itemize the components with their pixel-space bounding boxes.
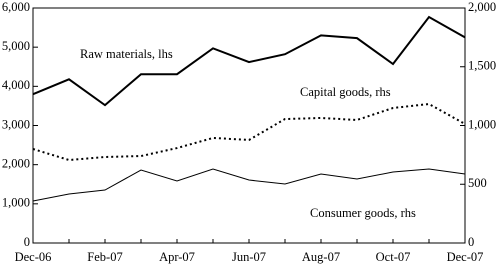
x-tick-label: Feb-07 — [87, 250, 122, 264]
y-tick-label: 6,000 — [2, 0, 30, 14]
x-tick-label: Dec-07 — [447, 250, 484, 264]
y2-tick-label: 0 — [468, 235, 474, 249]
series-line — [32, 15, 466, 107]
y-tick-label: 4,000 — [2, 78, 30, 92]
y-tick-label: 1,000 — [2, 196, 30, 210]
series-label: Raw materials, lhs — [80, 47, 173, 61]
y-tick-label: 5,000 — [2, 39, 30, 53]
y2-tick-label: 1,000 — [468, 117, 496, 131]
y-tick-label: 0 — [24, 235, 30, 249]
y-tick-label: 2,000 — [2, 157, 30, 171]
y2-tick-label: 500 — [468, 176, 487, 190]
x-tick-label: Dec-06 — [15, 250, 52, 264]
y2-tick-label: 1,500 — [468, 59, 496, 73]
y-tick-label: 3,000 — [2, 117, 30, 131]
series-line — [32, 168, 466, 202]
x-tick-label: Oct-07 — [376, 250, 411, 264]
y2-tick-label: 2,000 — [468, 0, 496, 14]
x-tick-label: Jun-07 — [232, 250, 266, 264]
x-tick-label: Apr-07 — [159, 250, 195, 264]
series-label: Consumer goods, rhs — [310, 206, 416, 220]
series-label: Capital goods, rhs — [300, 85, 391, 99]
series-line — [32, 102, 466, 162]
x-tick-label: Aug-07 — [302, 250, 340, 264]
